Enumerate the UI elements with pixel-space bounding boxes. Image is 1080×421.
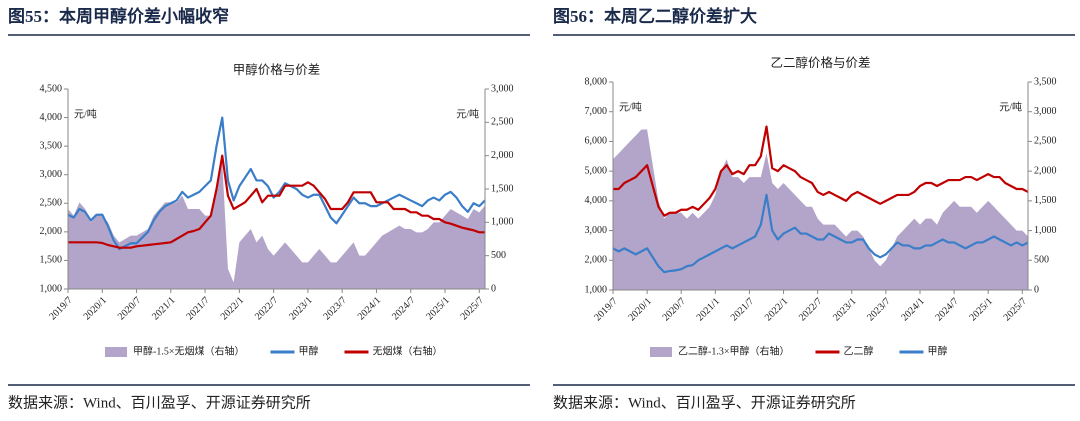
y-tick-label: 8,000: [585, 76, 608, 87]
legend-label: 无烟煤（右轴）: [372, 344, 442, 357]
price-line: [68, 154, 485, 249]
x-tick-label: 2022/7: [253, 295, 280, 322]
x-tick-label: 2024/7: [933, 296, 960, 323]
x-tick-label: 2021/1: [695, 296, 722, 323]
x-tick-label: 2020/7: [116, 295, 143, 322]
legend-label: 乙二醇: [843, 344, 873, 357]
y-tick-label: 5,000: [585, 165, 608, 176]
y2-tick-label: 2,000: [1034, 165, 1057, 176]
y-tick-label: 6,000: [585, 136, 608, 147]
x-tick-label: 2024/1: [356, 295, 383, 322]
x-tick-label: 2022/7: [797, 296, 824, 323]
y-axis-unit: 元/吨: [619, 100, 642, 113]
y-tick-label: 7,000: [585, 106, 608, 117]
y2-tick-label: 0: [491, 283, 496, 294]
y2-tick-label: 1,000: [1034, 225, 1057, 236]
x-tick-label: 2020/7: [661, 296, 688, 323]
y2-tick-label: 0: [1034, 284, 1039, 295]
x-tick-label: 2019/7: [47, 295, 74, 322]
x-tick-label: 2021/7: [184, 295, 211, 322]
x-tick-label: 2025/7: [1002, 296, 1029, 323]
x-tick-label: 2023/1: [831, 296, 858, 323]
x-tick-label: 2024/7: [390, 295, 417, 322]
legend-label: 甲醇-1.5×无烟煤（右轴）: [133, 344, 244, 357]
y-axis-unit: 元/吨: [74, 107, 97, 120]
y-tick-label: 2,000: [585, 255, 608, 266]
chart-title: 甲醇价格与价差: [233, 62, 321, 77]
x-tick-label: 2022/1: [219, 295, 246, 322]
y-tick-label: 3,000: [585, 225, 608, 236]
legend-swatch: [105, 347, 127, 357]
x-tick-label: 2025/7: [459, 295, 486, 322]
spread-area: [613, 129, 1028, 290]
x-tick-label: 2019/7: [592, 296, 619, 323]
y2-tick-label: 1,000: [491, 217, 514, 228]
y2-axis-unit: 元/吨: [999, 100, 1022, 113]
legend-swatch: [650, 347, 672, 357]
y2-tick-label: 500: [1034, 255, 1049, 266]
y2-tick-label: 1,500: [1034, 195, 1057, 206]
figure-heading: 图55：本周甲醇价差小幅收窄: [8, 6, 229, 26]
y2-tick-label: 1,500: [491, 183, 514, 194]
price-line: [612, 193, 1029, 274]
x-tick-label: 2023/7: [865, 296, 892, 323]
x-tick-label: 2023/7: [322, 295, 349, 322]
y2-tick-label: 3,000: [1034, 106, 1057, 117]
y2-tick-label: 500: [491, 250, 506, 261]
y-tick-label: 4,000: [585, 195, 608, 206]
x-tick-label: 2025/1: [424, 295, 451, 322]
y-tick-label: 4,500: [40, 83, 63, 94]
legend-label: 甲醇: [927, 344, 947, 357]
y-tick-label: 2,500: [40, 198, 63, 209]
x-tick-label: 2023/1: [287, 295, 314, 322]
x-tick-label: 2021/1: [150, 295, 177, 322]
spread-area: [68, 162, 485, 289]
y-tick-label: 2,000: [40, 226, 63, 237]
price-line: [613, 125, 1029, 217]
y-tick-label: 4,000: [40, 112, 63, 123]
source-note: 数据来源：Wind、百川盈孚、开源证券研究所: [553, 394, 856, 411]
figure-heading: 图56：本周乙二醇价差扩大: [553, 6, 757, 26]
y-tick-label: 1,500: [40, 255, 63, 266]
y2-tick-label: 2,500: [491, 117, 514, 128]
y-tick-label: 1,000: [585, 284, 608, 295]
y-tick-label: 3,000: [40, 169, 63, 180]
x-tick-label: 2020/1: [626, 296, 653, 323]
x-tick-label: 2021/7: [729, 296, 756, 323]
price-line: [67, 116, 486, 251]
x-tick-label: 2025/1: [968, 296, 995, 323]
y2-tick-label: 2,500: [1034, 136, 1057, 147]
x-tick-label: 2022/1: [763, 296, 790, 323]
chart-title: 乙二醇价格与价差: [770, 55, 870, 70]
x-tick-label: 2020/1: [82, 295, 109, 322]
source-note: 数据来源：Wind、百川盈孚、开源证券研究所: [8, 394, 311, 411]
y2-tick-label: 3,500: [1034, 76, 1057, 87]
legend-label: 乙二醇-1.3×甲醇（右轴）: [678, 344, 789, 357]
x-tick-label: 2024/1: [899, 296, 926, 323]
y-tick-label: 1,000: [40, 283, 63, 294]
y-tick-label: 3,500: [40, 140, 63, 151]
y2-tick-label: 3,000: [491, 83, 514, 94]
legend-label: 甲醇: [298, 344, 318, 357]
y2-axis-unit: 元/吨: [456, 107, 479, 120]
y2-tick-label: 2,000: [491, 150, 514, 161]
